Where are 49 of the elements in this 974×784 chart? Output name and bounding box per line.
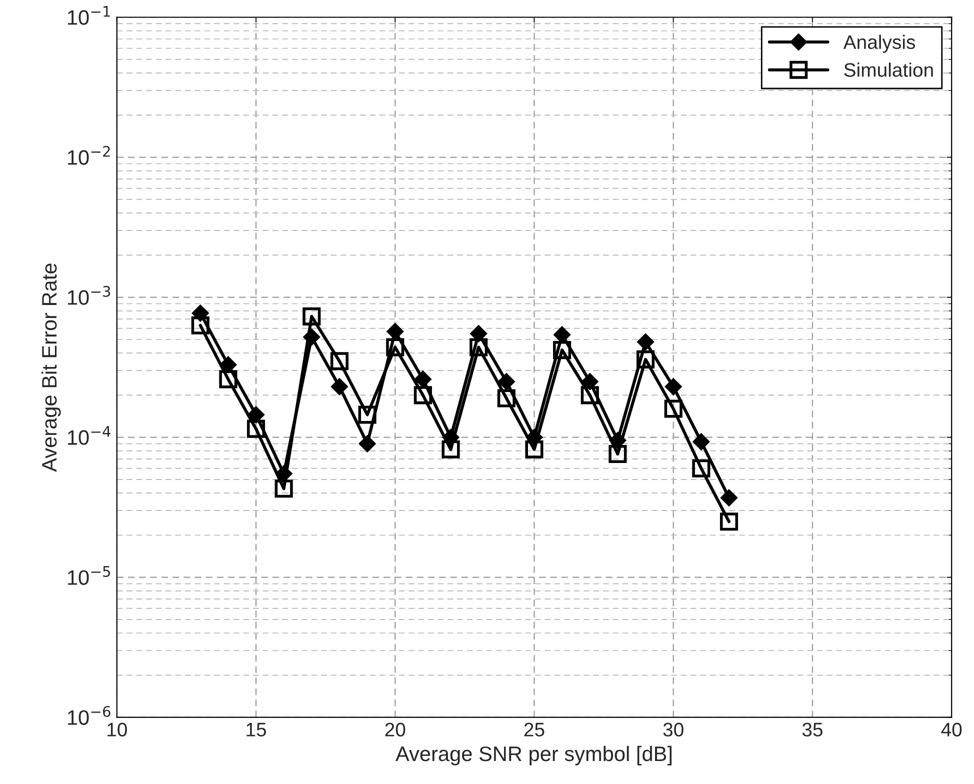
y-tick-label: 10$^{−1}$ <box>68 6 110 25</box>
point <box>302 307 321 326</box>
point <box>386 338 404 356</box>
point <box>442 440 460 458</box>
point <box>554 326 570 344</box>
point <box>330 352 348 370</box>
legend-label: Simulation <box>844 62 933 77</box>
point <box>248 406 264 423</box>
point <box>191 316 210 334</box>
point <box>414 370 432 388</box>
point <box>359 435 376 452</box>
point <box>274 480 293 498</box>
y-tick-label: 10$^{−6}$ <box>68 706 110 725</box>
legend-label: Analysis <box>843 34 916 53</box>
x-tick-label: 10 <box>108 722 127 737</box>
point <box>358 406 376 424</box>
point <box>720 490 738 506</box>
x-tick-label: 15 <box>246 722 266 737</box>
x-tick-label: 20 <box>385 722 406 737</box>
y-tick-label: 10$^{−2}$ <box>68 146 110 165</box>
point <box>692 433 710 450</box>
point <box>664 400 682 418</box>
x-tick-label: 35 <box>802 722 822 737</box>
point <box>525 440 544 458</box>
x-axis-title: Average SNR per symbol [dB] <box>396 746 672 766</box>
point <box>553 341 572 360</box>
y-tick-label: 10$^{−5}$ <box>68 566 110 585</box>
point <box>665 378 682 395</box>
point <box>608 444 627 464</box>
point <box>246 420 266 438</box>
y-axis-title: Average Bit Error Rate <box>41 264 61 472</box>
x-tick-label: 25 <box>524 722 544 737</box>
point <box>580 386 599 404</box>
x-tick-label: 30 <box>663 722 684 737</box>
y-tick-label: 10$^{−3}$ <box>68 286 110 305</box>
point <box>414 386 432 404</box>
point <box>497 389 516 408</box>
point <box>720 512 738 531</box>
y-tick-label: 10$^{−4}$ <box>68 426 110 445</box>
point <box>331 378 348 395</box>
point <box>386 323 404 340</box>
x-tick-label: 40 <box>941 722 962 737</box>
point <box>637 334 654 350</box>
point <box>219 370 238 388</box>
point <box>692 459 710 478</box>
point <box>470 325 487 342</box>
point <box>470 338 488 356</box>
point <box>636 350 655 368</box>
point <box>498 373 515 390</box>
